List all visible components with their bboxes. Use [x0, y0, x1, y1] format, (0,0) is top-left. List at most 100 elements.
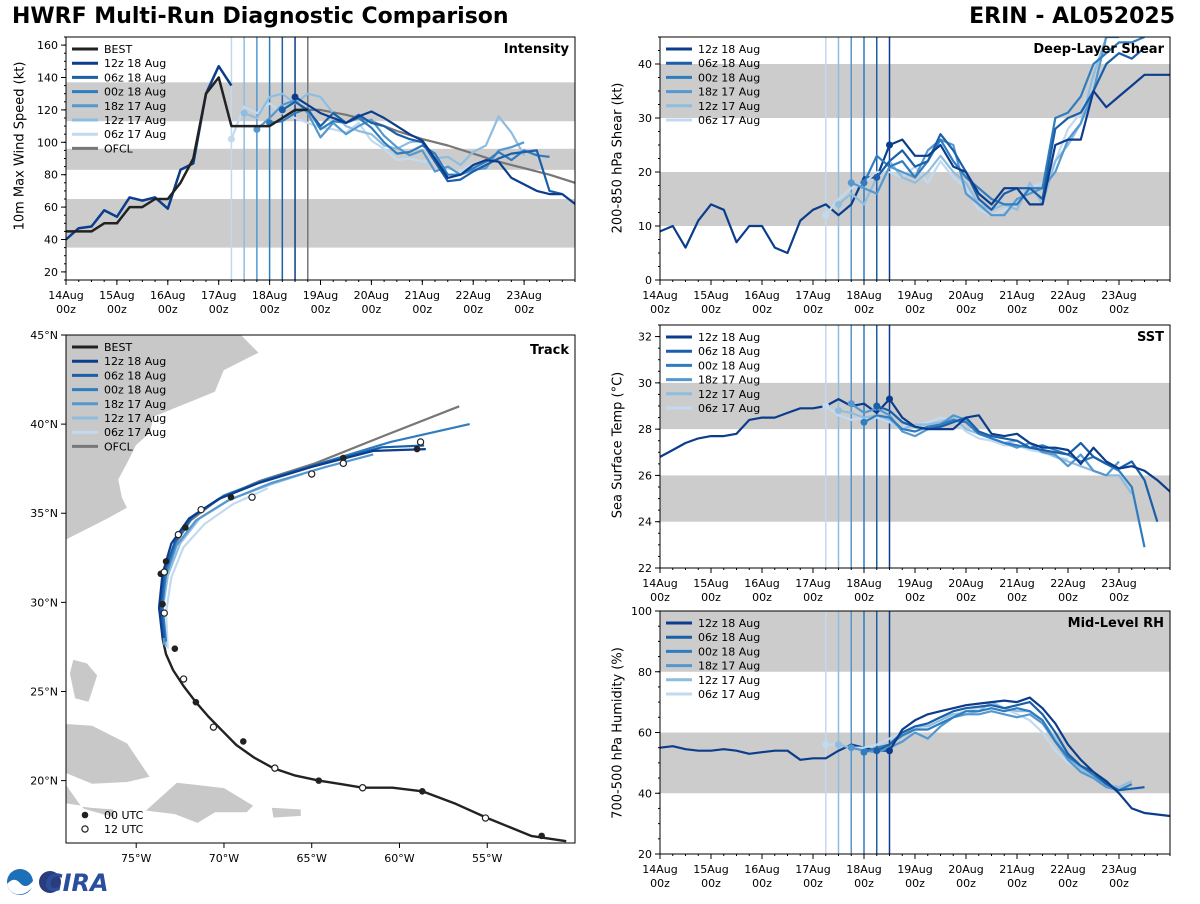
rh-ytick-label: 100: [631, 605, 652, 618]
shear-band-0: [660, 172, 1170, 226]
rh-xtick-label: 14Aug: [642, 863, 677, 876]
shear-legend-label: 00z 18 Aug: [698, 71, 760, 84]
track-00utc-marker: [239, 738, 247, 745]
track-12utc-marker: [209, 723, 218, 731]
intensity-xtick-label: 21Aug: [405, 289, 440, 302]
track-12utc-marker: [174, 530, 183, 539]
rh-chart: 2040608010014Aug00z15Aug00z16Aug00z17Aug…: [631, 605, 1171, 890]
track-12utc-marker: [339, 459, 348, 468]
shear-xtick-label: 16Aug: [744, 289, 779, 302]
shear-panel-title: Deep-Layer Shear: [1033, 42, 1164, 57]
rh-legend-label: 12z 18 Aug: [698, 617, 760, 630]
intensity-ytick-label: 20: [44, 266, 58, 279]
model-track-line: [164, 487, 269, 649]
shear-xtick-label: 21Aug: [999, 289, 1034, 302]
shear-init-point: [860, 179, 868, 187]
sst-legend-label: 06z 17 Aug: [698, 402, 760, 415]
intensity-legend-label: OFCL: [104, 142, 134, 155]
rh-xtick-label: 21Aug: [999, 863, 1034, 876]
best-track-line: [161, 637, 567, 843]
sst-init-point: [822, 402, 830, 410]
intensity-init-point: [240, 109, 248, 117]
intensity-ytick-label: 60: [44, 201, 58, 214]
shear-xtick-label: 22Aug: [1050, 289, 1085, 302]
intensity-xtick-label: 00z: [412, 303, 432, 316]
land-polygon-0: [66, 335, 260, 541]
lon-tick-label: 60°W: [384, 852, 414, 865]
rh-plot-area: [660, 611, 1170, 854]
sst-panel: Sea Surface Temp (°C) 22 24 26 28 30 32 14Aug 0…: [600, 318, 1190, 608]
shear-legend-label: 06z 17 Aug: [698, 114, 760, 127]
intensity-xtick-label: 19Aug: [303, 289, 338, 302]
cira-logo: CIRA: [4, 866, 114, 897]
intensity-init-point: [278, 106, 286, 114]
intensity-xtick-label: 00z: [260, 303, 280, 316]
rh-ylabel: 700-500 hPa Humidity (%): [610, 647, 626, 819]
rh-band-0: [660, 732, 1170, 794]
sst-chart: 22242628303214Aug00z15Aug00z16Aug00z17Au…: [638, 324, 1171, 604]
sst-init-point: [835, 407, 842, 415]
sst-ytick-label: 26: [638, 469, 652, 482]
rh-ytick-label: 80: [638, 666, 652, 679]
lon-tick-label: 70°W: [209, 852, 239, 865]
sst-xtick-label: 14Aug: [642, 577, 677, 590]
rh-ytick-label: 40: [638, 787, 652, 800]
rh-xtick-label: 19Aug: [897, 863, 932, 876]
track-legend-label: 00z 18 Aug: [104, 384, 166, 397]
intensity-xtick-label: 15Aug: [99, 289, 134, 302]
shear-xtick-label: 00z: [650, 303, 670, 316]
rh-ytick-label: 20: [638, 848, 652, 861]
sst-ylabel: Sea Surface Temp (°C): [610, 371, 626, 519]
rh-xtick-label: 00z: [803, 877, 823, 890]
shear-xtick-label: 00z: [854, 303, 874, 316]
track-legend-label: 06z 18 Aug: [104, 369, 166, 382]
rh-xtick-label: 00z: [1007, 877, 1027, 890]
rh-panel: 700-500 hPa Humidity (%) 20 40 60 80 100 14Au…: [600, 604, 1190, 900]
shear-ytick-label: 30: [638, 112, 652, 125]
intensity-legend-label: 12z 17 Aug: [104, 114, 166, 127]
sst-init-point: [873, 402, 881, 410]
shear-xtick-label: 00z: [803, 303, 823, 316]
track-00utc-marker: [182, 524, 189, 531]
shear-xtick-label: 00z: [1109, 303, 1129, 316]
rh-xtick-label: 15Aug: [693, 863, 728, 876]
rh-xtick-label: 00z: [854, 877, 874, 890]
rh-init-point: [860, 748, 868, 756]
shear-init-point: [822, 211, 830, 219]
noaa-logo-wave: [7, 879, 33, 895]
rh-legend-label: 12z 17 Aug: [698, 674, 760, 687]
rh-legend-label: 18z 17 Aug: [698, 660, 760, 673]
marker-legend-open: [81, 825, 89, 833]
shear-legend-label: 12z 18 Aug: [698, 43, 760, 56]
shear-xtick-label: 00z: [1058, 303, 1078, 316]
marker-legend-label: 12 UTC: [104, 823, 144, 836]
track-12utc-marker: [271, 764, 279, 772]
lat-tick-label: 45°N: [30, 330, 58, 342]
rh-xtick-label: 20Aug: [948, 863, 983, 876]
rh-xtick-label: 00z: [701, 877, 721, 890]
intensity-xtick-label: 14Aug: [48, 289, 83, 302]
intensity-init-point: [227, 135, 235, 143]
intensity-band-0: [66, 199, 575, 248]
rh-xtick-label: 00z: [956, 877, 976, 890]
rh-xtick-label: 17Aug: [795, 863, 830, 876]
shear-series-line: [863, 37, 1145, 206]
intensity-ytick-label: 120: [37, 104, 58, 117]
intensity-xtick-label: 18Aug: [252, 289, 287, 302]
sst-xtick-label: 22Aug: [1050, 577, 1085, 590]
rh-series-line: [851, 710, 1120, 792]
land-polygon-6: [69, 658, 99, 703]
sst-panel-title: SST: [1137, 330, 1164, 345]
rh-ytick-label: 60: [638, 727, 652, 740]
shear-series-line: [875, 46, 1146, 211]
model-track-line: [159, 444, 425, 639]
rh-init-point: [886, 747, 893, 755]
track-legend-label: 18z 17 Aug: [104, 398, 166, 411]
intensity-series-line: [294, 95, 575, 205]
shear-xtick-label: 00z: [905, 303, 925, 316]
rh-legend-label: 06z 18 Aug: [698, 631, 760, 644]
shear-ytick-label: 10: [638, 220, 652, 233]
lat-tick-label: 20°N: [30, 775, 58, 788]
rh-xtick-label: 16Aug: [744, 863, 779, 876]
intensity-legend-label: BEST: [104, 43, 132, 56]
